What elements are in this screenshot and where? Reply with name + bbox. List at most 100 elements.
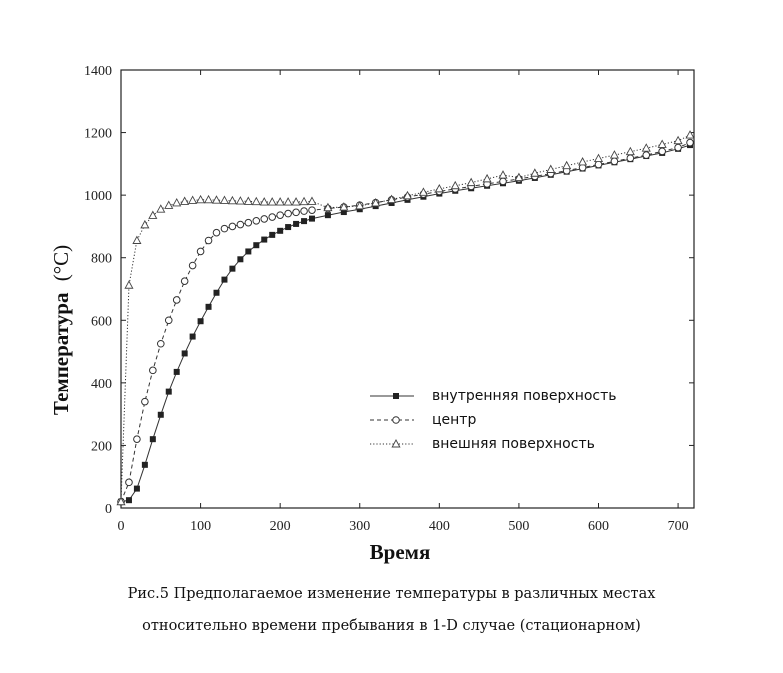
data-point (642, 151, 651, 159)
data-point (308, 206, 316, 214)
data-point (594, 160, 603, 169)
data-point (132, 235, 142, 244)
legend-label: внешняя поверхность (432, 436, 595, 452)
data-point (625, 146, 635, 156)
data-point (434, 183, 444, 193)
data-point (229, 265, 236, 272)
legend-label: центр (432, 412, 476, 428)
data-point (253, 242, 260, 249)
data-point (371, 198, 381, 207)
data-point (219, 195, 230, 204)
x-tick-label: 500 (508, 519, 529, 534)
data-point (148, 210, 158, 219)
data-point (284, 209, 292, 218)
data-point (355, 200, 365, 210)
data-point (546, 164, 556, 173)
y-axis-title-unit: (°C) (49, 245, 73, 281)
y-tick-label: 0 (105, 502, 112, 517)
figure-caption-line-2: относительно времени пребывания в 1-D сл… (142, 618, 641, 634)
svg-text:Температура (°C): Температура (°C) (49, 245, 73, 415)
data-point (203, 194, 214, 204)
data-point (283, 197, 293, 206)
data-point (307, 196, 317, 205)
data-point (141, 397, 149, 406)
y-axis: 0 200 400 600 800 1000 1200 1400 (84, 64, 694, 517)
data-point (418, 187, 428, 196)
data-point (188, 195, 198, 204)
data-point (530, 168, 540, 177)
data-point (172, 198, 182, 207)
data-point (196, 194, 206, 204)
x-tick-label: 600 (588, 519, 609, 534)
x-tick-label: 200 (270, 519, 291, 534)
data-point (189, 333, 196, 340)
data-point (173, 368, 180, 375)
data-point (205, 303, 212, 310)
data-point (450, 180, 460, 190)
data-point (609, 150, 619, 159)
data-point (133, 435, 141, 443)
data-point (133, 485, 140, 492)
y-tick-label: 1200 (84, 127, 112, 142)
data-point (309, 215, 315, 222)
data-point (156, 204, 166, 213)
y-tick-label: 1000 (84, 189, 112, 204)
data-point (252, 216, 261, 225)
data-point (301, 218, 308, 225)
data-point (245, 248, 252, 255)
plot-frame (120, 69, 695, 509)
legend-label: внутренняя поверхность (432, 388, 617, 404)
y-tick-label: 800 (91, 252, 112, 267)
data-point (466, 177, 476, 187)
data-point (172, 296, 181, 304)
data-point (323, 202, 333, 212)
data-point (340, 209, 347, 216)
data-point (293, 220, 300, 227)
x-axis-title: Время (370, 540, 431, 564)
data-point (578, 157, 588, 166)
data-point (164, 200, 174, 209)
data-point (221, 276, 228, 283)
legend-marker (393, 393, 399, 399)
data-point (673, 135, 683, 145)
data-point (188, 261, 197, 270)
y-tick-label: 1400 (84, 64, 112, 79)
y-tick-label: 600 (91, 314, 112, 329)
y-tick-label: 200 (91, 439, 112, 454)
data-point (514, 172, 524, 182)
data-point (243, 196, 253, 205)
data-point (125, 478, 133, 487)
data-point (562, 160, 572, 170)
data-point (658, 147, 666, 156)
data-point (593, 153, 604, 162)
data-point (164, 316, 173, 325)
y-tick-label: 400 (91, 377, 112, 392)
data-point (140, 219, 150, 229)
data-point (244, 218, 253, 227)
data-point (641, 143, 651, 152)
legend-marker (392, 416, 400, 424)
data-point (181, 350, 188, 357)
data-point (482, 173, 492, 183)
data-point (236, 220, 245, 229)
data-point (197, 318, 204, 325)
data-point (237, 256, 244, 263)
data-point (685, 130, 695, 139)
data-point (292, 208, 300, 217)
data-point (213, 289, 220, 296)
data-point (402, 190, 413, 200)
series-group (117, 138, 694, 506)
data-point (196, 247, 205, 256)
data-point (269, 231, 276, 238)
legend: внутренняя поверхность центр внешняя повер… (370, 388, 617, 452)
data-point (149, 366, 157, 375)
data-point (275, 197, 285, 206)
series-line (120, 134, 691, 502)
data-point (261, 236, 268, 243)
data-point (324, 212, 331, 219)
data-point (141, 461, 148, 468)
y-axis-title: Температура (°C) (49, 245, 73, 415)
data-point (180, 277, 189, 285)
data-point (212, 228, 221, 237)
data-point (657, 139, 667, 148)
